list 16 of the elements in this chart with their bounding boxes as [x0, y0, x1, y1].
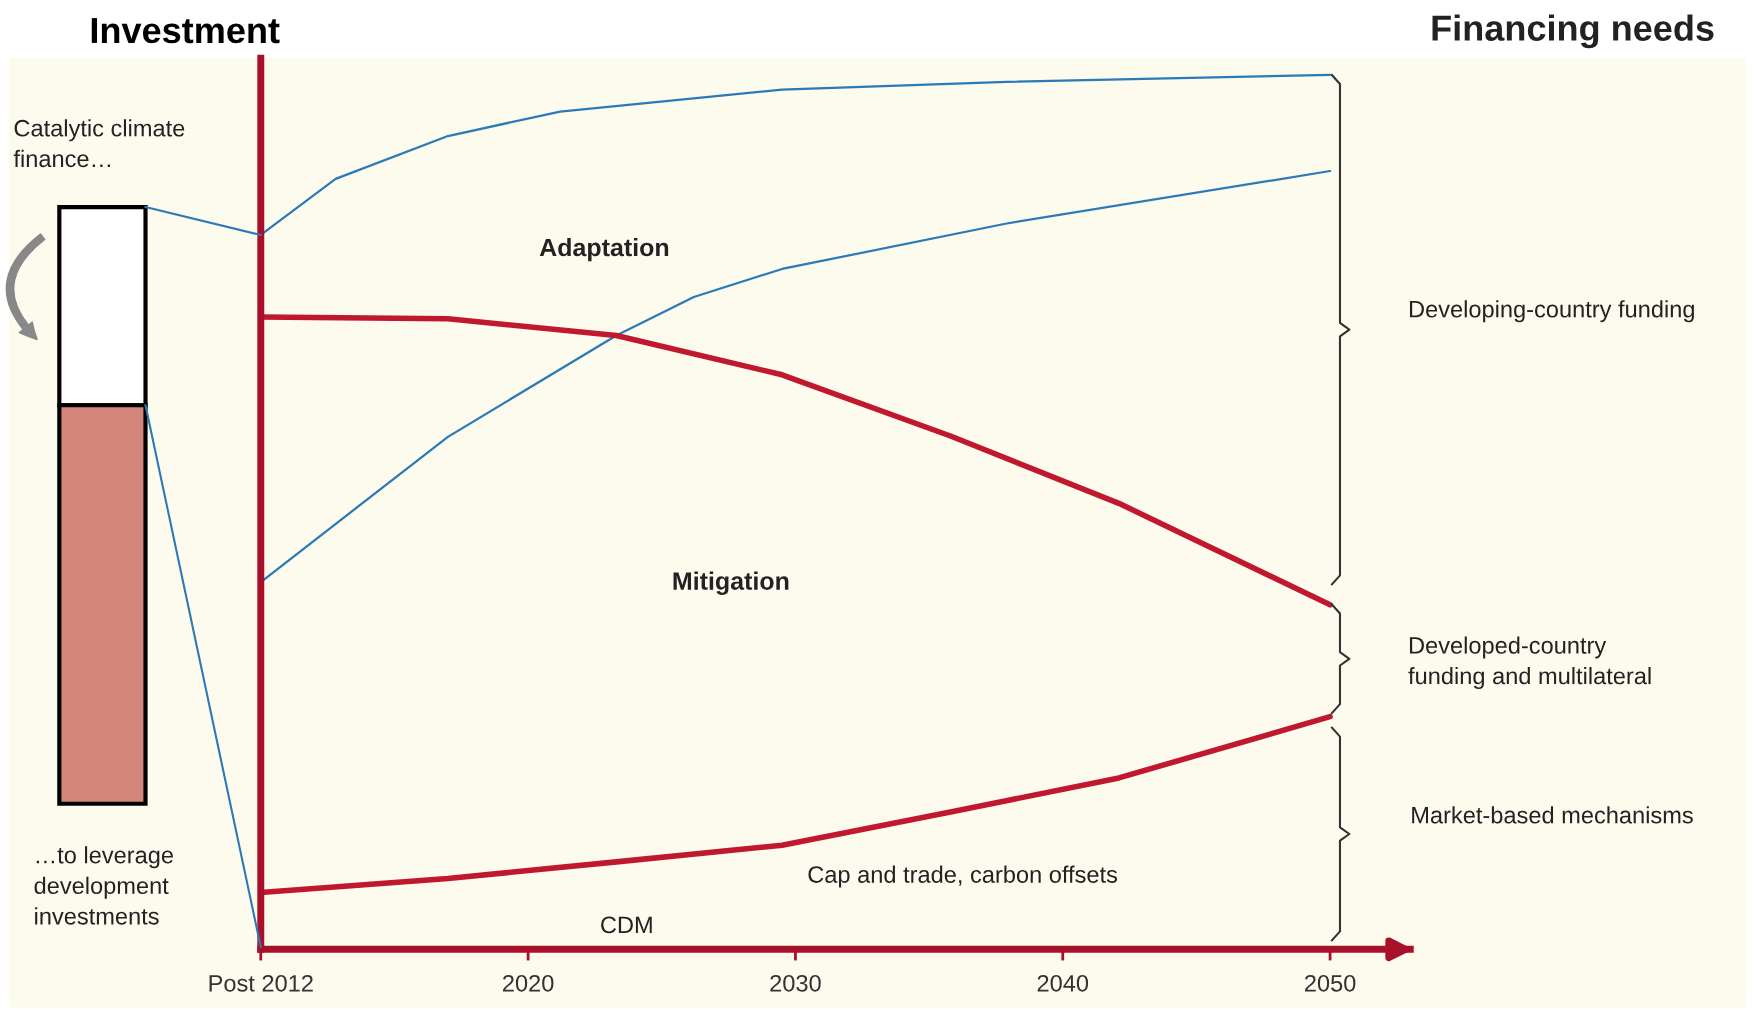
annotation: Developing-country funding	[1409, 300, 1694, 323]
x-tick-label: 2020	[503, 974, 554, 992]
annotation: Mitigation	[673, 571, 789, 595]
x-tick-label: 2050	[1305, 974, 1356, 992]
x-tick-label: Post 2012	[209, 974, 313, 992]
text: …to leverage development investments	[34, 846, 173, 925]
x-tick-label: 2040	[1037, 974, 1089, 992]
y-axis-title: Investment	[91, 18, 280, 44]
text: Catalytic climate finance…	[13, 119, 185, 168]
annotation: Cap and trade, carbon offsets	[808, 865, 1118, 888]
annotation: CDM	[601, 916, 652, 934]
text: Financing needs	[1432, 14, 1714, 49]
annotation: Developed-country funding and multilateral	[1408, 636, 1651, 690]
x-tick-label: 2030	[770, 974, 821, 992]
annotation: Adaptation	[539, 237, 669, 262]
text: Market-based mechanisms	[1412, 806, 1693, 824]
